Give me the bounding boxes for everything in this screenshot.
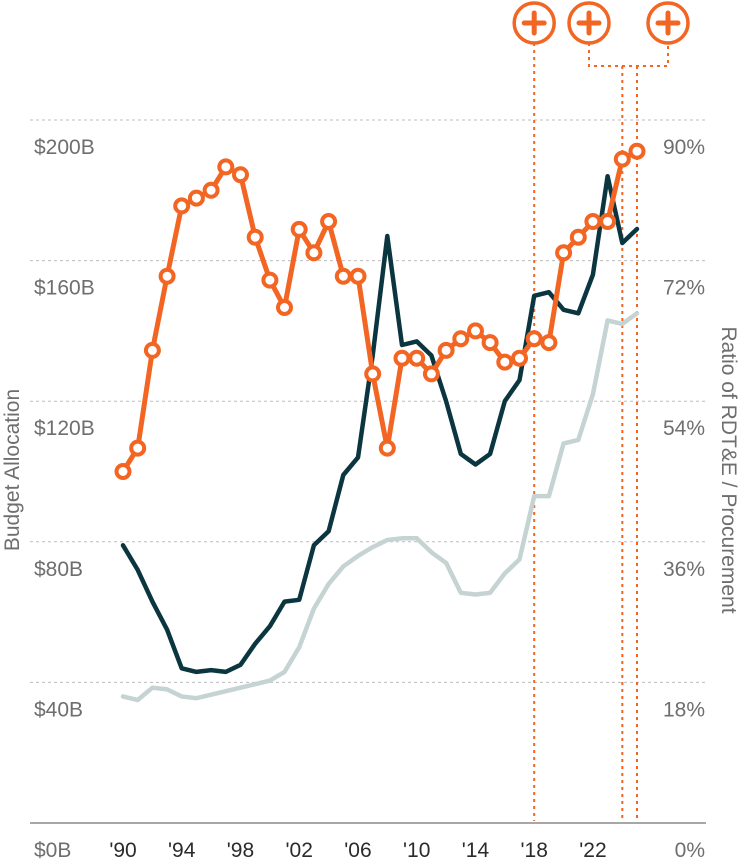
ratio-point: [408, 349, 426, 367]
ratio-point: [129, 439, 147, 457]
y-tick-label: $200B: [34, 136, 95, 159]
x-tick-label: '22: [579, 839, 606, 859]
ratio-point: [187, 189, 205, 207]
x-tick-label: '98: [227, 839, 254, 859]
x-tick-label: '18: [521, 839, 548, 859]
ratio-point: [555, 244, 573, 262]
x-tick-label: '02: [286, 839, 313, 859]
x-tick-label: '90: [109, 839, 136, 859]
y2-tick-label: 90%: [663, 136, 705, 159]
ratio-point: [334, 267, 352, 285]
ratio-point: [540, 334, 558, 352]
ratio-point: [569, 228, 587, 246]
y2-tick-label: 72%: [663, 277, 705, 300]
ratio-point: [349, 267, 367, 285]
ratio-point: [290, 220, 308, 238]
left-axis-title: Budget Allocation: [1, 389, 24, 551]
x-tick-label: '10: [403, 839, 430, 859]
rdte-line: [120, 173, 640, 675]
y-tick-label: $160B: [34, 277, 95, 300]
ratio-point: [467, 322, 484, 340]
ratio-point: [511, 349, 528, 367]
ratio-point: [276, 299, 293, 316]
ratio-point: [378, 439, 396, 457]
ratio-point: [584, 213, 602, 230]
ratio-point: [246, 228, 264, 246]
ratio-point: [305, 244, 323, 262]
plus-circle-icon[interactable]: [646, 1, 690, 45]
ratio-point: [364, 365, 382, 383]
series-layer: [114, 142, 646, 703]
ratio-point: [496, 353, 514, 371]
ratio-point: [173, 197, 191, 215]
y-tick-label: $0B: [34, 839, 71, 859]
ratio-point: [437, 341, 455, 359]
ratio-point: [232, 166, 249, 184]
ratio-point: [628, 142, 646, 160]
ratio-point: [217, 158, 235, 176]
y2-tick-label: 54%: [663, 417, 705, 440]
annotation-bracket: [588, 43, 669, 67]
ratio-point: [320, 213, 338, 230]
y-tick-label: $80B: [34, 558, 83, 581]
ratio-point: [114, 463, 132, 480]
tick-layer: $0B $40B $80B $120B $160B $200B 0% 18% 36% 54% 72%…: [34, 136, 705, 859]
right-axis-title: Ratio of RDT&E / Procurement: [717, 326, 740, 613]
y2-tick-label: 0%: [675, 839, 705, 859]
annotation-layer: [533, 43, 669, 821]
ratio-point: [481, 334, 499, 352]
ratio-point: [452, 330, 470, 348]
ratio-point: [202, 181, 220, 199]
ratio-point: [613, 150, 631, 168]
ratio-point: [599, 213, 617, 230]
ratio-point: [525, 330, 543, 348]
x-tick-label: '06: [344, 839, 371, 859]
x-tick-label: '94: [168, 839, 196, 859]
y2-tick-label: 18%: [663, 698, 705, 721]
annotation-buttons: [512, 1, 690, 45]
ratio-point: [393, 349, 411, 367]
ratio-point: [158, 267, 176, 285]
ratio-point: [261, 271, 279, 289]
y-tick-label: $40B: [34, 698, 83, 721]
y-tick-label: $120B: [34, 417, 95, 440]
ratio-point: [143, 341, 161, 359]
ratio-point: [422, 365, 440, 383]
procurement-line: [120, 311, 640, 703]
plus-circle-icon[interactable]: [567, 1, 611, 45]
x-tick-label: '14: [462, 839, 490, 859]
plus-circle-icon[interactable]: [512, 1, 556, 45]
y2-tick-label: 36%: [663, 558, 705, 581]
